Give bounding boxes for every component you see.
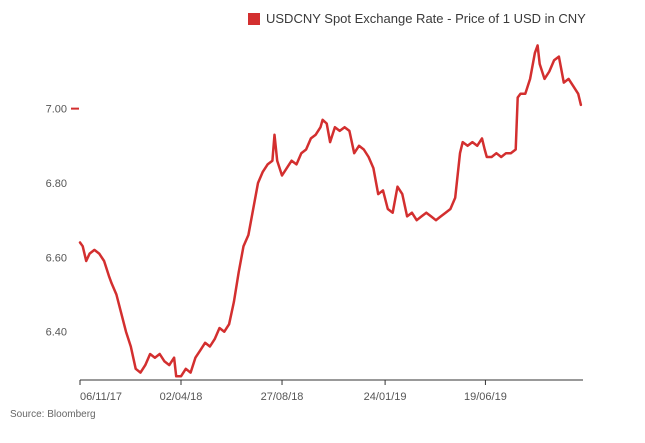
- x-tick-label: 02/04/18: [160, 391, 203, 403]
- x-axis: 06/11/17 02/04/18 27/08/18 24/01/19 19/06/19: [79, 380, 507, 403]
- y-tick-label: 6.40: [46, 327, 67, 339]
- y-axis: 6.40 6.60 6.80 7.00: [46, 104, 79, 339]
- y-tick-label: 6.60: [46, 252, 67, 264]
- y-tick-label: 7.00: [46, 104, 67, 116]
- legend: USDCNY Spot Exchange Rate - Price of 1 U…: [248, 11, 586, 26]
- y-tick-label: 6.80: [46, 178, 67, 190]
- x-tick-label: 06/11/17: [80, 391, 122, 403]
- series-line-usdcny: [78, 44, 583, 378]
- source-note: Source: Bloomberg: [10, 409, 96, 420]
- legend-swatch: [248, 12, 260, 25]
- legend-label: USDCNY Spot Exchange Rate - Price of 1 U…: [266, 11, 586, 26]
- x-tick-label: 27/08/18: [261, 391, 304, 403]
- x-tick-label: 19/06/19: [464, 391, 507, 403]
- x-tick-label: 24/01/19: [364, 391, 407, 403]
